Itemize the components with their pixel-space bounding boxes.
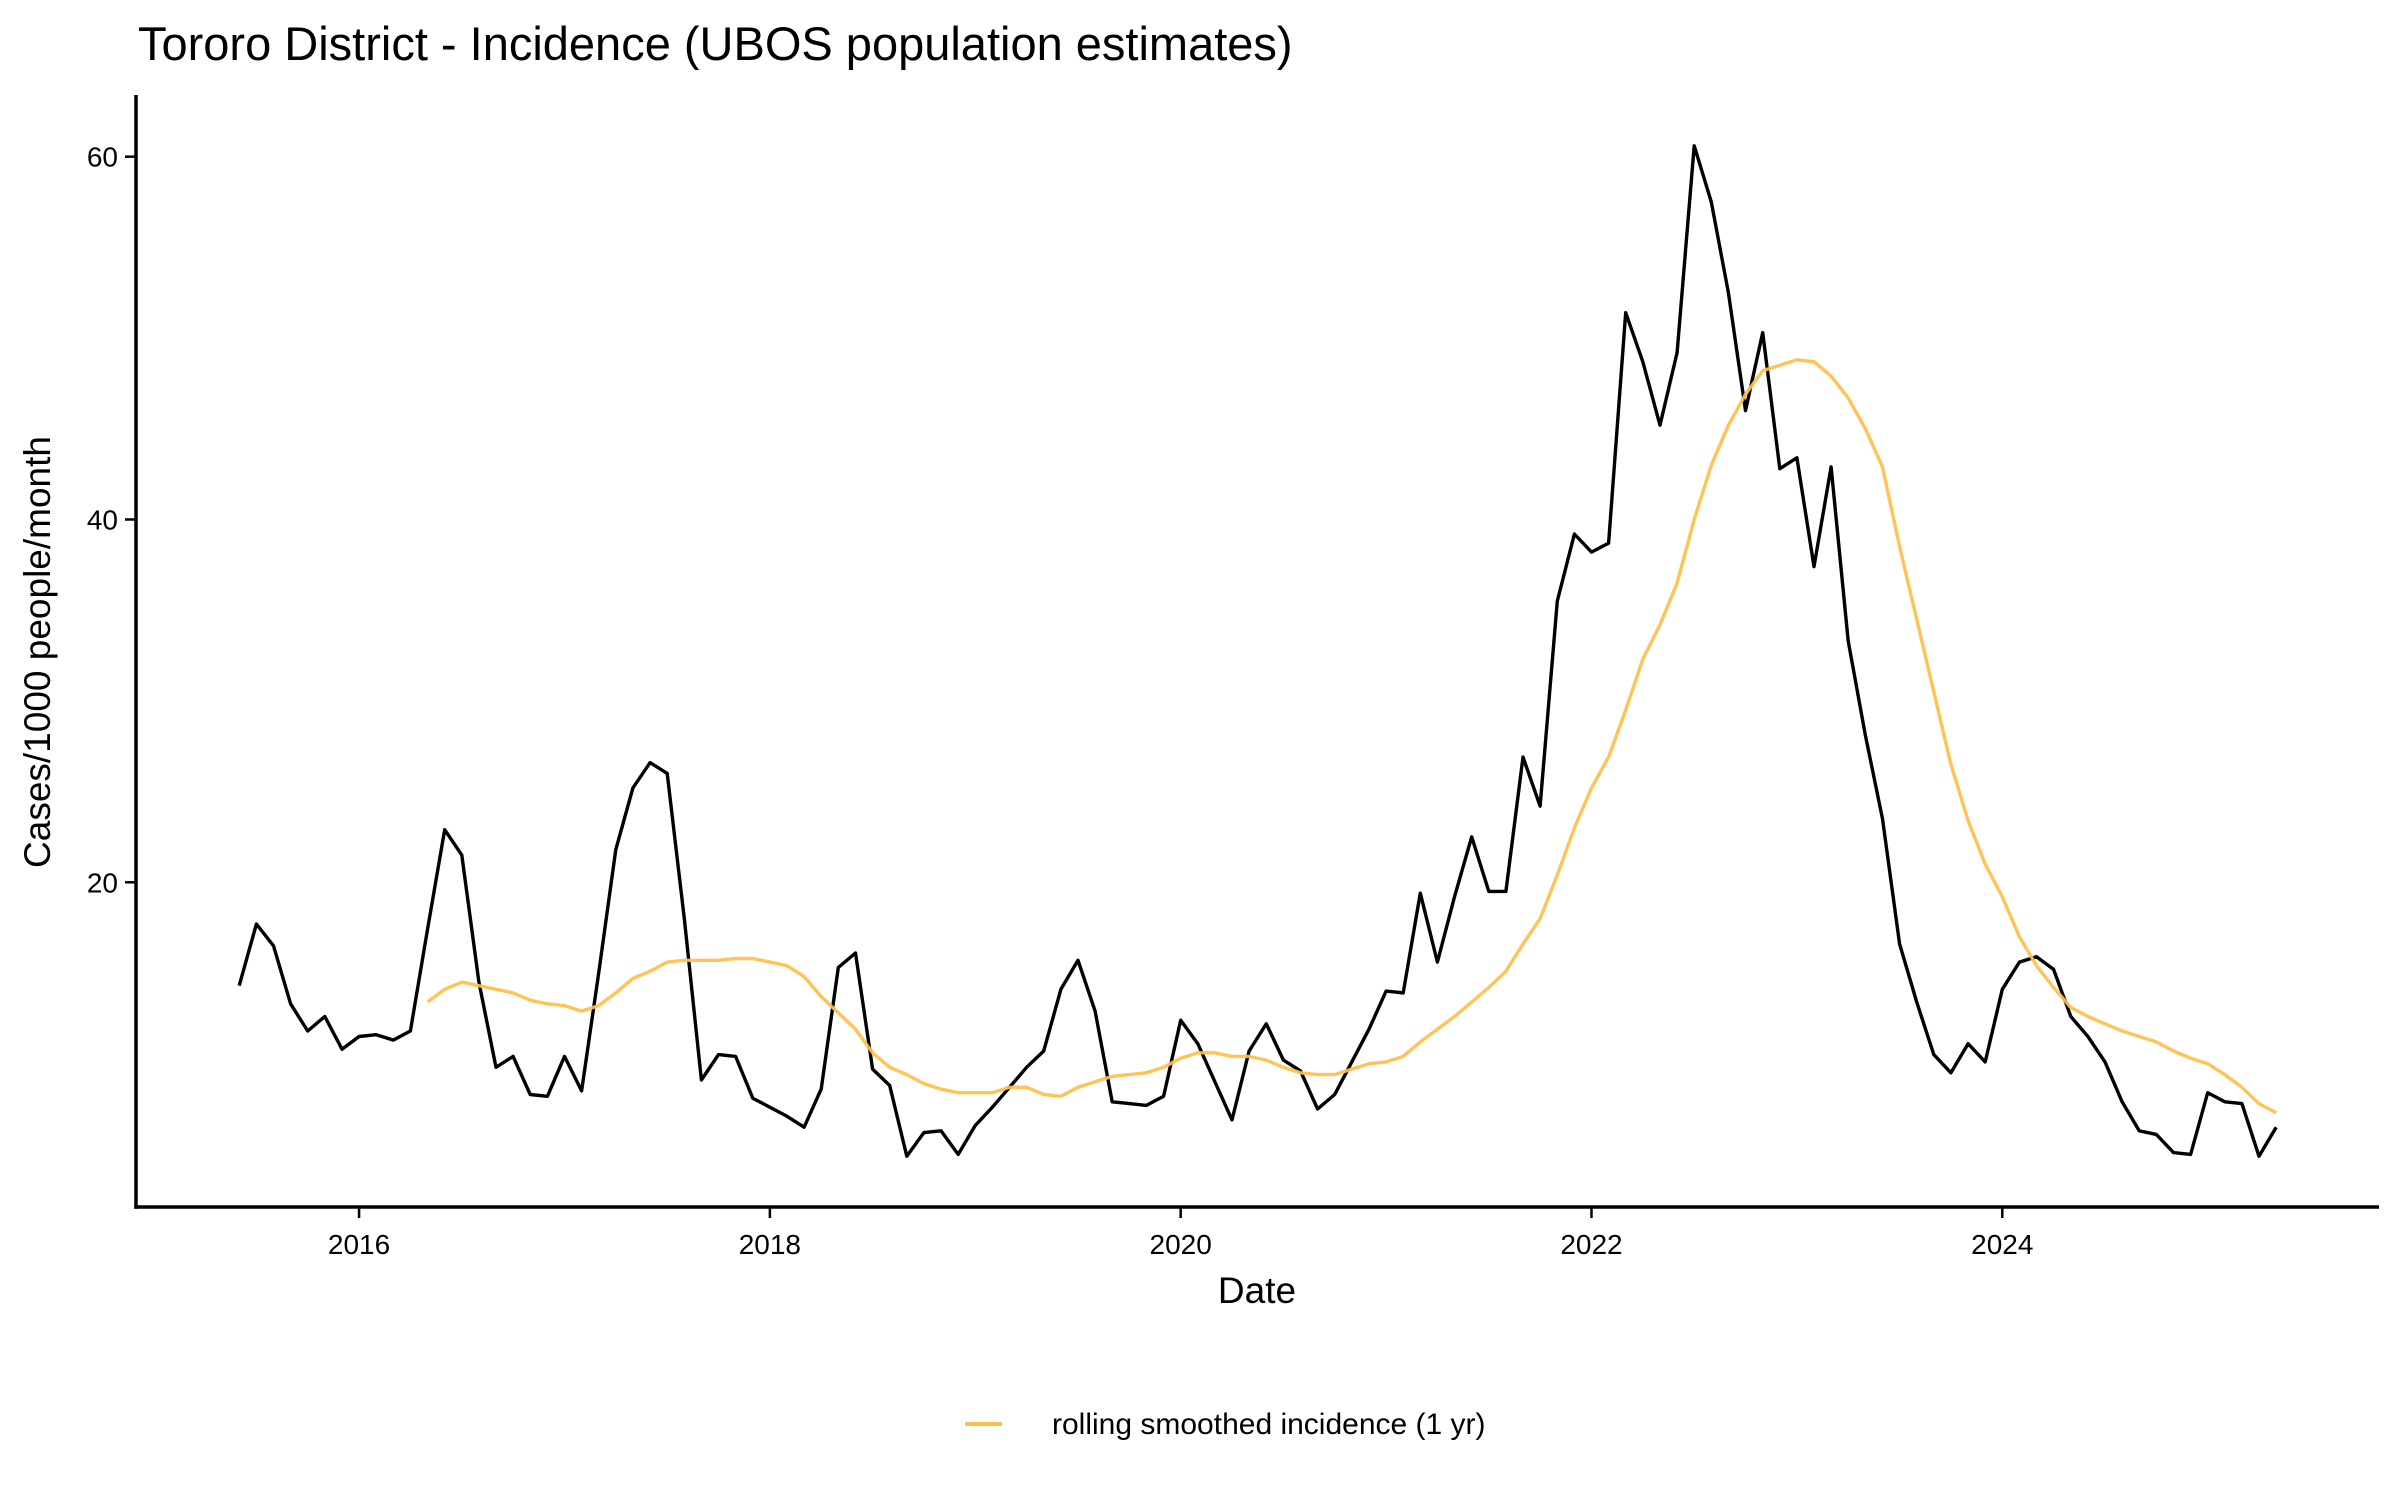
chart-title: Tororo District - Incidence (UBOS popula…	[138, 17, 1293, 70]
rolling-smoothed-line	[426, 358, 2277, 1115]
x-tick-label: 2022	[1560, 1229, 1622, 1260]
incidence-line	[237, 144, 2278, 1158]
x-axis-title: Date	[1218, 1270, 1296, 1311]
legend-label-smoothed: rolling smoothed incidence (1 yr)	[1052, 1408, 1486, 1441]
x-tick-label: 2016	[328, 1229, 390, 1260]
y-axis-ticks: 20 40 60	[87, 142, 136, 898]
y-tick-label: 60	[87, 142, 118, 173]
x-tick-label: 2018	[739, 1229, 801, 1260]
x-axis-ticks: 2016 2018 2020 2022 2024	[328, 1207, 2033, 1260]
series-rolling-smoothed	[426, 358, 2277, 1115]
y-tick-label: 20	[87, 867, 118, 898]
y-tick-label: 40	[87, 504, 118, 535]
y-axis-title: Cases/1000 people/month	[17, 436, 58, 868]
x-tick-label: 2020	[1150, 1229, 1212, 1260]
plot-area: 2016 2018 2020 2022 2024 20 40 60	[87, 95, 2379, 1260]
series-incidence	[237, 144, 2278, 1158]
series-layer	[237, 144, 2278, 1158]
x-tick-label: 2024	[1971, 1229, 2033, 1260]
legend: rolling smoothed incidence (1 yr)	[965, 1408, 1486, 1441]
